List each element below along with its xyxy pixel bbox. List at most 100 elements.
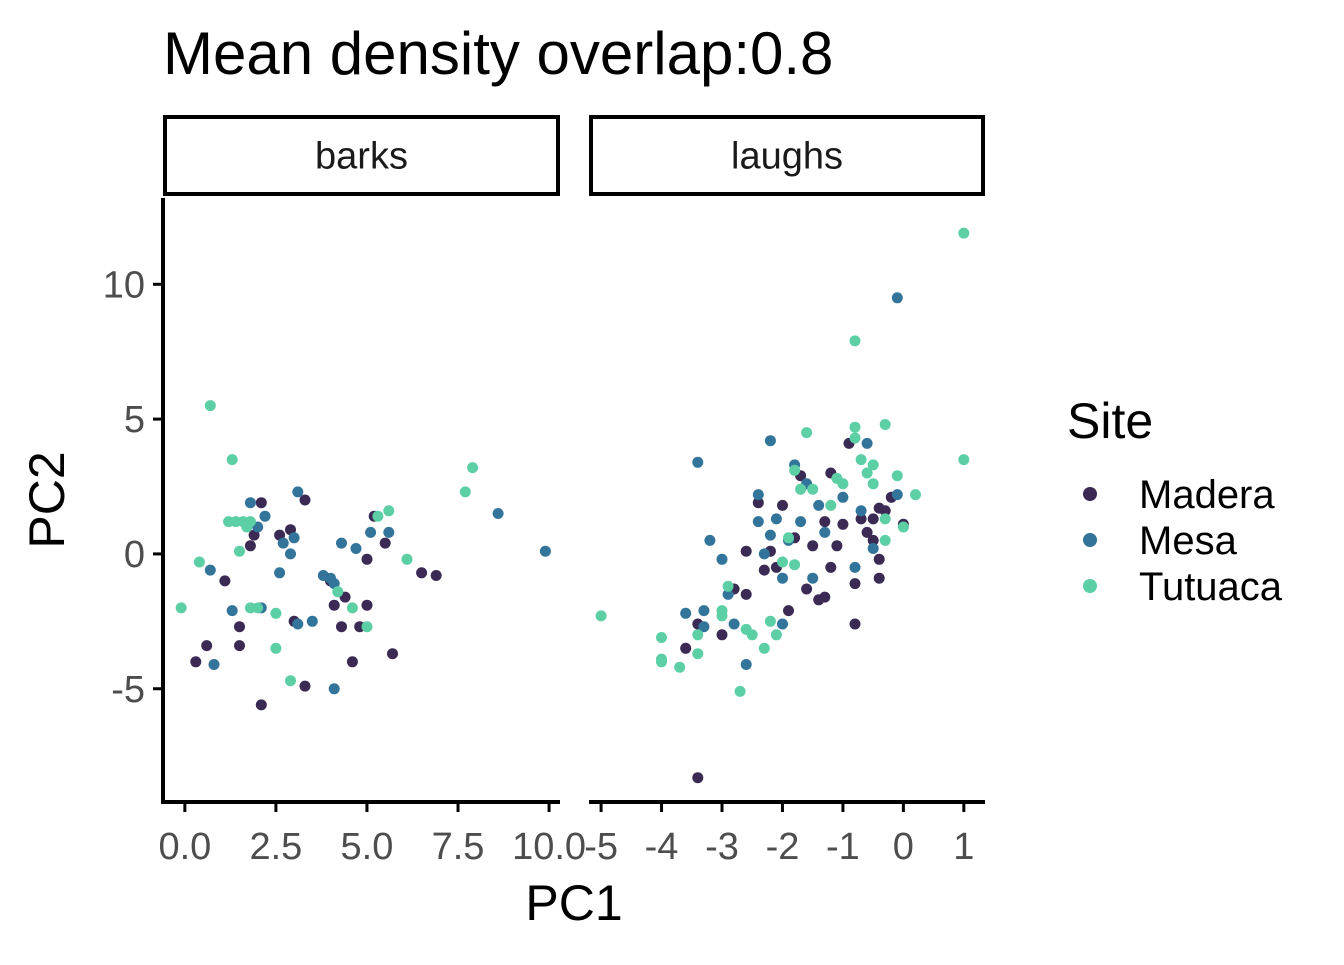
data-point-mesa (288, 532, 300, 544)
data-point-mesa (891, 292, 903, 304)
data-point-mesa (698, 605, 710, 617)
data-point-tutuaca (849, 432, 861, 444)
data-point-tutuaca (656, 656, 667, 668)
x-tick-label: 10.0 (512, 826, 586, 868)
x-tick-label: -4 (645, 826, 679, 868)
data-point-tutuaca (270, 607, 282, 619)
data-point-tutuaca (777, 556, 788, 568)
data-point-tutuaca (764, 615, 776, 627)
data-point-madera (430, 570, 442, 581)
legend: Site Madera Mesa Tutuaca (1067, 393, 1283, 609)
data-point-tutuaca (595, 610, 607, 622)
data-point-madera (716, 629, 728, 641)
x-tick-label: -2 (766, 826, 800, 868)
data-point-tutuaca (467, 462, 479, 474)
data-point-madera (758, 564, 770, 576)
data-point-mesa (770, 513, 782, 525)
data-point-mesa (777, 572, 788, 584)
data-point-tutuaca (692, 629, 704, 641)
data-point-madera (849, 618, 861, 630)
data-point-tutuaca (692, 648, 704, 660)
data-point-madera (801, 583, 813, 595)
data-point-mesa (807, 572, 819, 584)
series-madera (680, 437, 909, 784)
x-tick-label: 2.5 (249, 826, 302, 868)
data-point-tutuaca (226, 454, 238, 466)
data-point-mesa (764, 435, 776, 447)
data-point-madera (299, 680, 311, 692)
y-axis-title: PC2 (19, 451, 75, 548)
data-point-tutuaca (193, 556, 205, 568)
data-point-madera (234, 621, 245, 633)
data-point-mesa (274, 567, 286, 579)
x-tick-label: 7.5 (432, 826, 485, 868)
data-point-madera (336, 621, 347, 633)
legend-label-mesa: Mesa (1139, 519, 1238, 563)
data-point-tutuaca (807, 483, 819, 495)
x-tick-label: 0.0 (158, 826, 211, 868)
data-point-mesa (752, 489, 764, 501)
data-point-madera (831, 540, 843, 552)
data-point-madera (873, 572, 885, 584)
legend-label-tutuaca: Tutuaca (1139, 565, 1283, 609)
data-point-mesa (819, 526, 831, 538)
data-point-madera (861, 526, 873, 538)
data-point-madera (346, 656, 358, 668)
data-point-mesa (292, 618, 304, 630)
data-point-mesa (728, 618, 740, 630)
data-point-mesa (764, 529, 776, 541)
data-point-mesa (292, 486, 304, 498)
y-tick-label: 0 (124, 534, 145, 576)
facet-strip-label: barks (315, 136, 408, 178)
data-point-mesa (716, 553, 728, 565)
data-point-mesa (259, 510, 271, 522)
data-point-tutuaca (656, 632, 667, 643)
data-point-mesa (837, 491, 849, 503)
legend-key-tutuaca (1083, 579, 1097, 593)
data-point-madera (740, 588, 752, 600)
data-point-tutuaca (674, 661, 686, 673)
data-point-tutuaca (361, 621, 373, 633)
data-point-tutuaca (285, 675, 296, 687)
data-point-tutuaca (270, 642, 282, 654)
data-point-tutuaca (837, 478, 849, 490)
legend-label-madera: Madera (1139, 473, 1275, 517)
data-point-tutuaca (204, 400, 216, 412)
data-point-mesa (698, 621, 710, 633)
x-tick-label: 0 (893, 826, 914, 868)
data-point-tutuaca (789, 559, 801, 571)
series-mesa (204, 486, 551, 695)
data-point-madera (416, 567, 428, 579)
data-point-mesa (277, 537, 289, 549)
data-point-madera (873, 553, 885, 565)
data-point-madera (387, 648, 398, 660)
data-point-madera (219, 575, 231, 587)
data-point-tutuaca (244, 516, 256, 528)
data-point-tutuaca (383, 505, 395, 517)
data-point-madera (190, 656, 202, 668)
data-point-mesa (208, 659, 220, 670)
data-point-madera (783, 605, 794, 617)
facet-strip (163, 115, 560, 196)
data-point-tutuaca (758, 642, 770, 654)
data-point-madera (867, 534, 879, 546)
data-point-tutuaca (175, 602, 187, 614)
data-point-madera (837, 518, 849, 530)
data-point-mesa (365, 526, 377, 538)
data-point-tutuaca (958, 227, 970, 239)
data-point-mesa (226, 605, 238, 617)
data-point-mesa (285, 548, 296, 560)
data-point-tutuaca (346, 602, 358, 614)
data-point-mesa (336, 537, 347, 549)
data-point-mesa (680, 607, 692, 619)
data-point-tutuaca (234, 545, 245, 557)
data-point-tutuaca (722, 580, 734, 592)
data-point-madera (819, 516, 831, 528)
data-point-tutuaca (795, 483, 807, 495)
data-point-mesa (539, 545, 551, 557)
data-point-madera (819, 591, 831, 603)
data-point-madera (867, 513, 879, 525)
x-tick-label: 1 (953, 826, 974, 868)
data-point-madera (255, 699, 267, 711)
